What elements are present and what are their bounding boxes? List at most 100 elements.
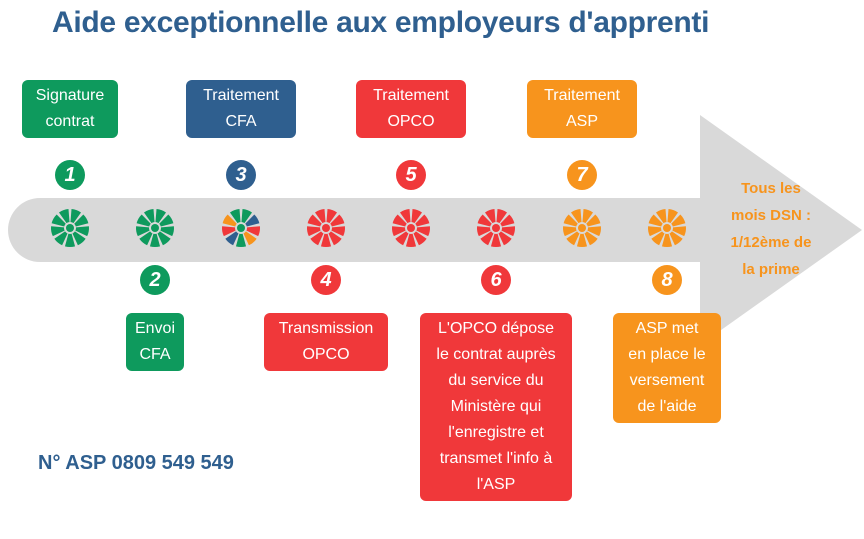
asp-phone-number: N° ASP 0809 549 549: [38, 452, 234, 474]
wheel-segment: [415, 214, 430, 227]
wheel-segment: [563, 226, 577, 237]
wheel-segment: [405, 233, 417, 247]
wheel-segment: [225, 231, 239, 246]
step-7-label: Traitement ASP: [527, 80, 637, 138]
step-1-label: Signature contrat: [22, 80, 118, 138]
step-5-label: Traitement OPCO: [356, 80, 466, 138]
wheel-segment: [229, 209, 241, 224]
progress-wheel-icon: [307, 209, 345, 247]
step-4-number: 4: [311, 265, 341, 295]
wheel-segment: [330, 214, 345, 227]
wheel-segment: [155, 209, 167, 224]
wheel-segment: [587, 226, 601, 237]
wheel-segment: [413, 231, 427, 246]
progress-wheel-icon: [222, 209, 260, 247]
wheel-hub: [66, 224, 74, 232]
step-4-label: Transmission OPCO: [264, 313, 388, 371]
wheel-segment: [498, 231, 512, 246]
step-1-number: 1: [55, 160, 85, 190]
step-5-number: 5: [396, 160, 426, 190]
wheel-segment: [139, 231, 153, 246]
wheel-segment: [563, 214, 578, 227]
wheel-hub: [322, 224, 330, 232]
wheel-segment: [136, 226, 150, 237]
wheel-segment: [54, 231, 68, 246]
wheel-hub: [151, 224, 159, 232]
progress-wheel-icon: [563, 209, 601, 247]
wheel-segment: [501, 226, 515, 237]
wheel-segment: [143, 209, 155, 224]
wheel-segment: [566, 231, 580, 246]
step-8-number: 8: [652, 265, 682, 295]
wheel-segment: [51, 214, 66, 227]
progress-wheel-icon: [136, 209, 174, 247]
wheel-segment: [222, 214, 237, 227]
wheel-segment: [310, 231, 324, 246]
wheel-segment: [246, 226, 260, 237]
step-3-label: Traitement CFA: [186, 80, 296, 138]
wheel-segment: [672, 226, 686, 237]
wheel-hub: [407, 224, 415, 232]
progress-wheel-icon: [477, 209, 515, 247]
wheel-segment: [570, 209, 582, 224]
wheel-segment: [480, 231, 494, 246]
progress-wheel-icon: [51, 209, 89, 247]
wheel-segment: [331, 226, 345, 237]
wheel-segment: [314, 209, 326, 224]
step-2-label: Envoi CFA: [126, 313, 184, 371]
wheel-segment: [222, 226, 236, 237]
wheel-segment: [74, 214, 89, 227]
final-step-text: Tous les mois DSN : 1/12ème de la prime: [730, 180, 812, 278]
wheel-segment: [576, 233, 588, 247]
wheel-segment: [655, 209, 667, 224]
wheel-segment: [667, 209, 679, 224]
wheel-segment: [157, 231, 171, 246]
wheel-segment: [669, 231, 683, 246]
wheel-segment: [326, 209, 338, 224]
wheel-segment: [307, 214, 322, 227]
wheel-segment: [136, 214, 151, 227]
wheel-segment: [307, 226, 321, 237]
wheel-segment: [490, 233, 502, 247]
timeline-arrow-shape: [8, 115, 862, 345]
wheel-segment: [241, 209, 253, 224]
wheel-segment: [496, 209, 508, 224]
wheel-segment: [392, 214, 407, 227]
step-8-label: ASP met en place le versement de l'aide: [613, 313, 721, 423]
wheel-segment: [477, 214, 492, 227]
wheel-segment: [159, 214, 174, 227]
wheel-segment: [648, 226, 662, 237]
wheel-segment: [149, 233, 161, 247]
page-title: Aide exceptionnelle aux employeurs d'app…: [52, 6, 710, 39]
wheel-segment: [399, 209, 411, 224]
wheel-segment: [75, 226, 89, 237]
wheel-segment: [51, 226, 65, 237]
wheel-segment: [235, 233, 247, 247]
wheel-segment: [582, 209, 594, 224]
wheel-segment: [58, 209, 70, 224]
wheel-segment: [160, 226, 174, 237]
wheel-segment: [477, 226, 491, 237]
step-7-number: 7: [567, 160, 597, 190]
wheel-segment: [500, 214, 515, 227]
wheel-segment: [328, 231, 342, 246]
wheel-segment: [72, 231, 86, 246]
wheel-segment: [320, 233, 332, 247]
wheel-hub: [492, 224, 500, 232]
wheel-segment: [584, 231, 598, 246]
wheel-segment: [245, 214, 260, 227]
progress-wheel-icon: [392, 209, 430, 247]
wheel-segment: [661, 233, 673, 247]
wheel-hub: [663, 224, 671, 232]
wheel-segment: [411, 209, 423, 224]
step-6-number: 6: [481, 265, 511, 295]
wheel-segment: [392, 226, 406, 237]
wheel-segment: [416, 226, 430, 237]
wheel-segment: [484, 209, 496, 224]
wheel-segment: [648, 214, 663, 227]
wheel-segment: [671, 214, 686, 227]
wheel-segment: [70, 209, 82, 224]
wheel-hub: [578, 224, 586, 232]
wheel-segment: [586, 214, 601, 227]
